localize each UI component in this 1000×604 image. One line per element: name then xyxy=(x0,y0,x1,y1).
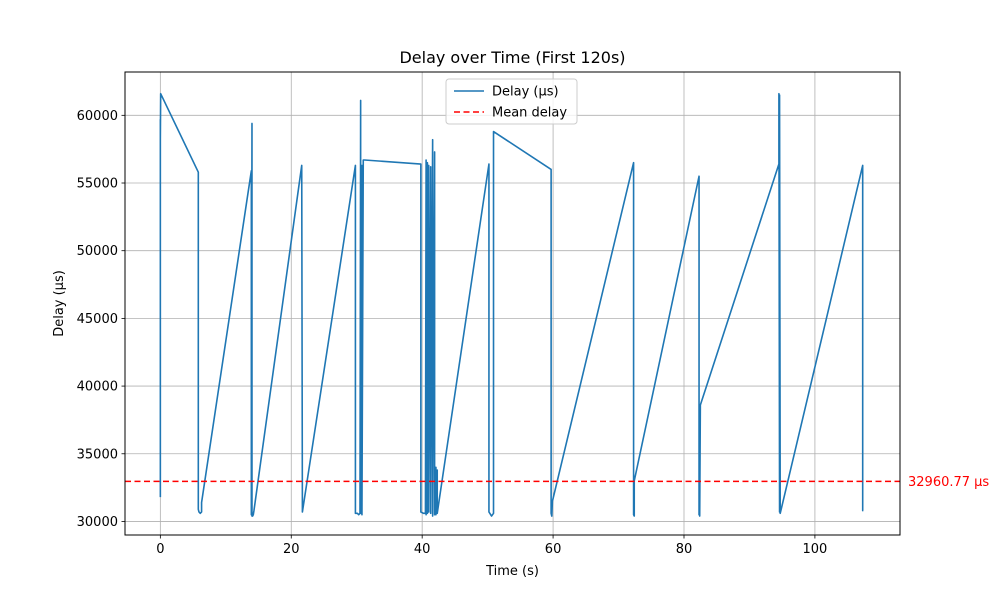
series-layer xyxy=(159,92,864,517)
x-tick-label: 40 xyxy=(414,542,431,557)
x-tick-label: 60 xyxy=(545,542,562,557)
y-axis-label: Delay (µs) xyxy=(52,270,67,337)
x-axis-label: Time (s) xyxy=(485,564,539,579)
y-tick-label: 60000 xyxy=(77,109,118,124)
grid-lines xyxy=(125,72,900,535)
y-tick-label: 35000 xyxy=(77,447,118,462)
x-tick-label: 20 xyxy=(283,542,300,557)
legend: Delay (µs) Mean delay xyxy=(445,78,578,125)
y-tick-label: 55000 xyxy=(77,177,118,192)
x-tick-label: 100 xyxy=(802,542,827,557)
x-tick-label: 0 xyxy=(156,542,164,557)
series-line-delay xyxy=(159,92,864,517)
y-axis-ticks: 30000 35000 40000 45000 50000 55000 60000 xyxy=(77,109,125,530)
mean-delay-value-label: 32960.77 µs xyxy=(908,475,989,490)
y-tick-label: 45000 xyxy=(77,312,118,327)
y-tick-label: 50000 xyxy=(77,244,118,259)
legend-label: Delay (µs) xyxy=(492,85,559,100)
x-axis-ticks: 0 20 40 60 80 100 xyxy=(156,535,827,557)
x-tick-label: 80 xyxy=(676,542,693,557)
mean-layer: 32960.77 µs xyxy=(125,475,989,490)
y-tick-label: 40000 xyxy=(77,380,118,395)
plot-area-frame xyxy=(124,71,901,536)
y-tick-label: 30000 xyxy=(77,515,118,530)
legend-label: Mean delay xyxy=(492,106,567,121)
chart-title: Delay over Time (First 120s) xyxy=(399,48,625,67)
